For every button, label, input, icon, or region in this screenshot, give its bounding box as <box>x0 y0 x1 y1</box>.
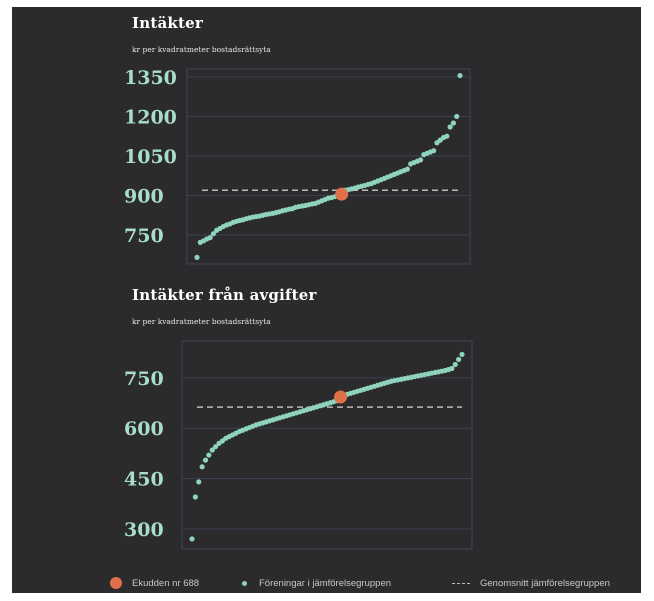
chart-panel: Intäkter kr per kvadratmeter bostadsrätt… <box>12 7 641 593</box>
data-point <box>202 457 209 463</box>
data-point <box>213 444 219 450</box>
data-point <box>452 361 458 368</box>
y-tick-label: 450 <box>124 469 164 491</box>
data-point <box>449 365 455 372</box>
chart-1-title: Intäkter <box>132 14 203 32</box>
y-tick-label: 900 <box>124 185 164 207</box>
y-tick-label: 300 <box>124 519 164 541</box>
data-point <box>207 235 213 241</box>
highlight-point <box>334 390 347 404</box>
charts-svg: 1350 1200 1050 900 750 750 600 450 300 <box>124 67 473 550</box>
data-point <box>454 113 460 120</box>
legend-item-highlight: Ekudden nr 688 <box>110 573 199 593</box>
plot-area-2 <box>181 340 473 550</box>
data-point <box>210 231 217 237</box>
data-point <box>450 120 457 126</box>
legend: Ekudden nr 688 Föreningar i jämförelsegr… <box>12 573 641 593</box>
legend-item-average: Genomsnitt jämförelsegruppen <box>452 573 610 593</box>
data-point <box>209 447 215 453</box>
data-point <box>444 133 450 139</box>
legend-average-label: Genomsnitt jämförelsegruppen <box>480 577 610 589</box>
y-tick-label: 600 <box>124 418 164 440</box>
chart-2-subtitle: kr per kvadratmeter bostadsrättsyta <box>132 317 271 326</box>
data-point <box>459 351 465 358</box>
data-point <box>447 124 453 130</box>
chart-1-subtitle: kr per kvadratmeter bostadsrättsyta <box>132 45 271 54</box>
legend-highlight-label: Ekudden nr 688 <box>132 577 200 589</box>
data-point <box>417 157 424 163</box>
y-tick-label: 750 <box>124 225 164 247</box>
data-point <box>196 479 202 485</box>
data-point <box>189 536 195 542</box>
data-point <box>194 254 200 261</box>
chart-2-title: Intäkter från avgifter <box>132 286 317 304</box>
y-tick-label: 1350 <box>124 67 177 89</box>
data-point <box>404 166 410 172</box>
legend-group-label: Föreningar i jämförelsegruppen <box>259 577 392 589</box>
highlight-point <box>335 187 349 201</box>
y-tick-label: 1200 <box>124 106 177 128</box>
data-point <box>457 72 463 79</box>
group-marker-icon <box>242 580 247 586</box>
data-point <box>206 452 212 458</box>
data-point <box>199 464 205 470</box>
data-point <box>192 494 198 500</box>
average-line-icon <box>452 582 470 584</box>
plot-area-1 <box>186 68 471 265</box>
data-point <box>431 148 437 154</box>
y-tick-label: 1050 <box>124 146 177 168</box>
legend-item-group: Föreningar i jämförelsegruppen <box>242 573 391 593</box>
y-tick-label: 750 <box>124 368 164 390</box>
highlight-marker-icon <box>110 577 122 589</box>
data-point <box>456 356 462 363</box>
